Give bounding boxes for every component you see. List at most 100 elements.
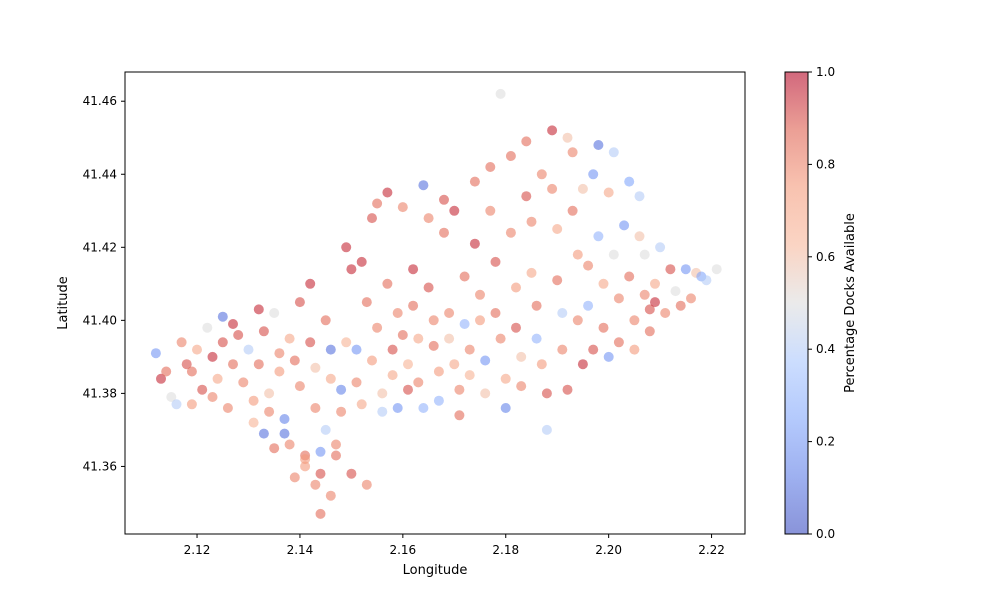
scatter-points: [150, 88, 722, 519]
scatter-point: [639, 289, 650, 300]
scatter-point: [572, 249, 583, 260]
scatter-point: [320, 424, 331, 435]
scatter-point: [449, 205, 460, 216]
scatter-point: [660, 308, 671, 318]
scatter-point: [644, 326, 655, 337]
scatter-point: [516, 351, 527, 362]
x-axis-label: Longitude: [403, 563, 468, 578]
scatter-point: [526, 267, 537, 278]
x-tick-label: 2.16: [389, 543, 416, 557]
scatter-point: [294, 381, 305, 392]
scatter-point: [686, 293, 696, 304]
scatter-point: [238, 377, 249, 388]
scatter-point: [449, 359, 460, 370]
scatter-point: [567, 147, 578, 158]
scatter-point: [485, 162, 496, 172]
scatter-point: [583, 300, 594, 311]
scatter-point: [475, 289, 485, 300]
scatter-point: [521, 136, 532, 147]
scatter-point: [258, 428, 269, 439]
scatter-point: [367, 213, 377, 224]
scatter-point: [583, 260, 594, 271]
scatter-point: [408, 300, 419, 311]
scatter-point: [650, 278, 660, 289]
scatter-point: [505, 227, 516, 238]
scatter-point: [289, 355, 300, 366]
scatter-point: [181, 359, 192, 370]
y-tick-label: 41.36: [83, 459, 117, 473]
colorbar-tick-label: 0.0: [816, 527, 835, 541]
scatter-point: [305, 278, 316, 289]
colorbar-tick-label: 0.4: [816, 342, 835, 356]
y-tick-label: 41.38: [83, 386, 117, 400]
scatter-point: [377, 388, 388, 399]
scatter-point: [572, 315, 583, 326]
scatter-point: [156, 373, 166, 384]
scatter-point: [516, 381, 527, 392]
scatter-point: [598, 278, 609, 289]
scatter-point: [541, 424, 552, 435]
scatter-point: [392, 308, 403, 318]
scatter-point: [619, 220, 630, 231]
scatter-point: [593, 231, 604, 242]
scatter-point: [624, 271, 635, 282]
scatter-point: [577, 183, 588, 194]
scatter-point: [372, 322, 383, 333]
scatter-point: [444, 333, 455, 344]
scatter-point: [464, 344, 475, 355]
scatter-point: [464, 370, 475, 381]
y-tick-label: 41.46: [83, 94, 117, 108]
scatter-point: [361, 297, 372, 308]
scatter-point: [613, 293, 624, 304]
scatter-point: [264, 388, 275, 399]
scatter-point: [294, 297, 305, 308]
scatter-point: [588, 344, 599, 355]
scatter-point: [387, 344, 398, 355]
scatter-point: [639, 249, 650, 260]
scatter-point: [475, 315, 485, 326]
colorbar-tick-label: 0.8: [816, 157, 835, 171]
scatter-point: [675, 300, 686, 311]
scatter-point: [284, 439, 295, 450]
scatter-point: [243, 344, 254, 355]
scatter-point: [433, 395, 444, 406]
y-axis-label: Latitude: [56, 276, 71, 330]
scatter-point: [413, 377, 424, 388]
scatter-point: [171, 399, 182, 410]
scatter-point: [228, 319, 238, 329]
scatter-point: [485, 205, 496, 216]
scatter-point: [593, 140, 604, 150]
scatter-point: [346, 468, 357, 479]
scatter-point: [588, 169, 599, 180]
colorbar: [784, 71, 809, 535]
scatter-point: [222, 403, 233, 413]
scatter-point: [336, 406, 347, 417]
scatter-point: [258, 326, 269, 337]
scatter-point: [315, 446, 326, 457]
scatter-point: [459, 271, 470, 282]
scatter-point: [403, 384, 413, 395]
scatter-point: [577, 359, 588, 370]
scatter-point: [603, 351, 614, 362]
scatter-point: [207, 392, 218, 402]
scatter-point: [454, 384, 465, 395]
scatter-point: [444, 308, 455, 318]
scatter-point: [212, 373, 223, 384]
scatter-point: [315, 508, 326, 519]
scatter-point: [325, 490, 336, 501]
scatter-point: [670, 286, 681, 297]
scatter-point: [372, 198, 383, 209]
scatter-point: [356, 256, 367, 267]
scatter-point: [310, 479, 321, 490]
y-tick-label: 41.42: [83, 240, 117, 254]
scatter-point: [557, 308, 568, 318]
x-tick-label: 2.22: [698, 543, 725, 557]
scatter-point: [624, 176, 635, 187]
scatter-point: [331, 439, 341, 450]
scatter-point: [552, 224, 563, 234]
scatter-point: [428, 340, 439, 351]
scatter-point: [202, 322, 213, 333]
scatter-point: [253, 359, 264, 370]
scatter-point: [439, 194, 449, 205]
scatter-point: [613, 337, 624, 348]
